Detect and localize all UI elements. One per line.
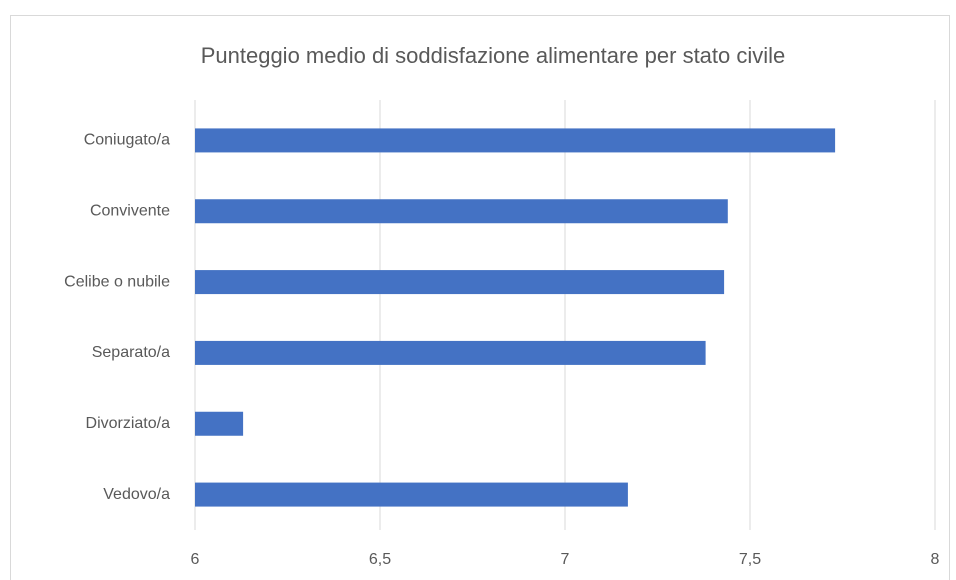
y-tick-label: Coniugato/a: [84, 132, 170, 149]
bar: [195, 270, 725, 295]
chart-title: Punteggio medio di soddisfazione aliment…: [201, 43, 786, 68]
y-tick-label: Separato/a: [92, 344, 170, 361]
bar: [195, 482, 628, 507]
bar: [195, 128, 836, 153]
y-tick-label: Divorziato/a: [86, 415, 171, 432]
bar: [195, 411, 244, 436]
x-tick-label: 6,5: [369, 551, 391, 568]
y-tick-label: Celibe o nubile: [64, 273, 170, 290]
bar: [195, 340, 706, 365]
y-tick-label: Vedovo/a: [103, 486, 170, 503]
x-tick-label: 7: [561, 551, 570, 568]
x-tick-label: 8: [931, 551, 940, 568]
x-tick-label: 6: [191, 551, 200, 568]
y-tick-label: Convivente: [90, 202, 170, 219]
bar: [195, 199, 728, 224]
x-tick-label: 7,5: [739, 551, 761, 568]
